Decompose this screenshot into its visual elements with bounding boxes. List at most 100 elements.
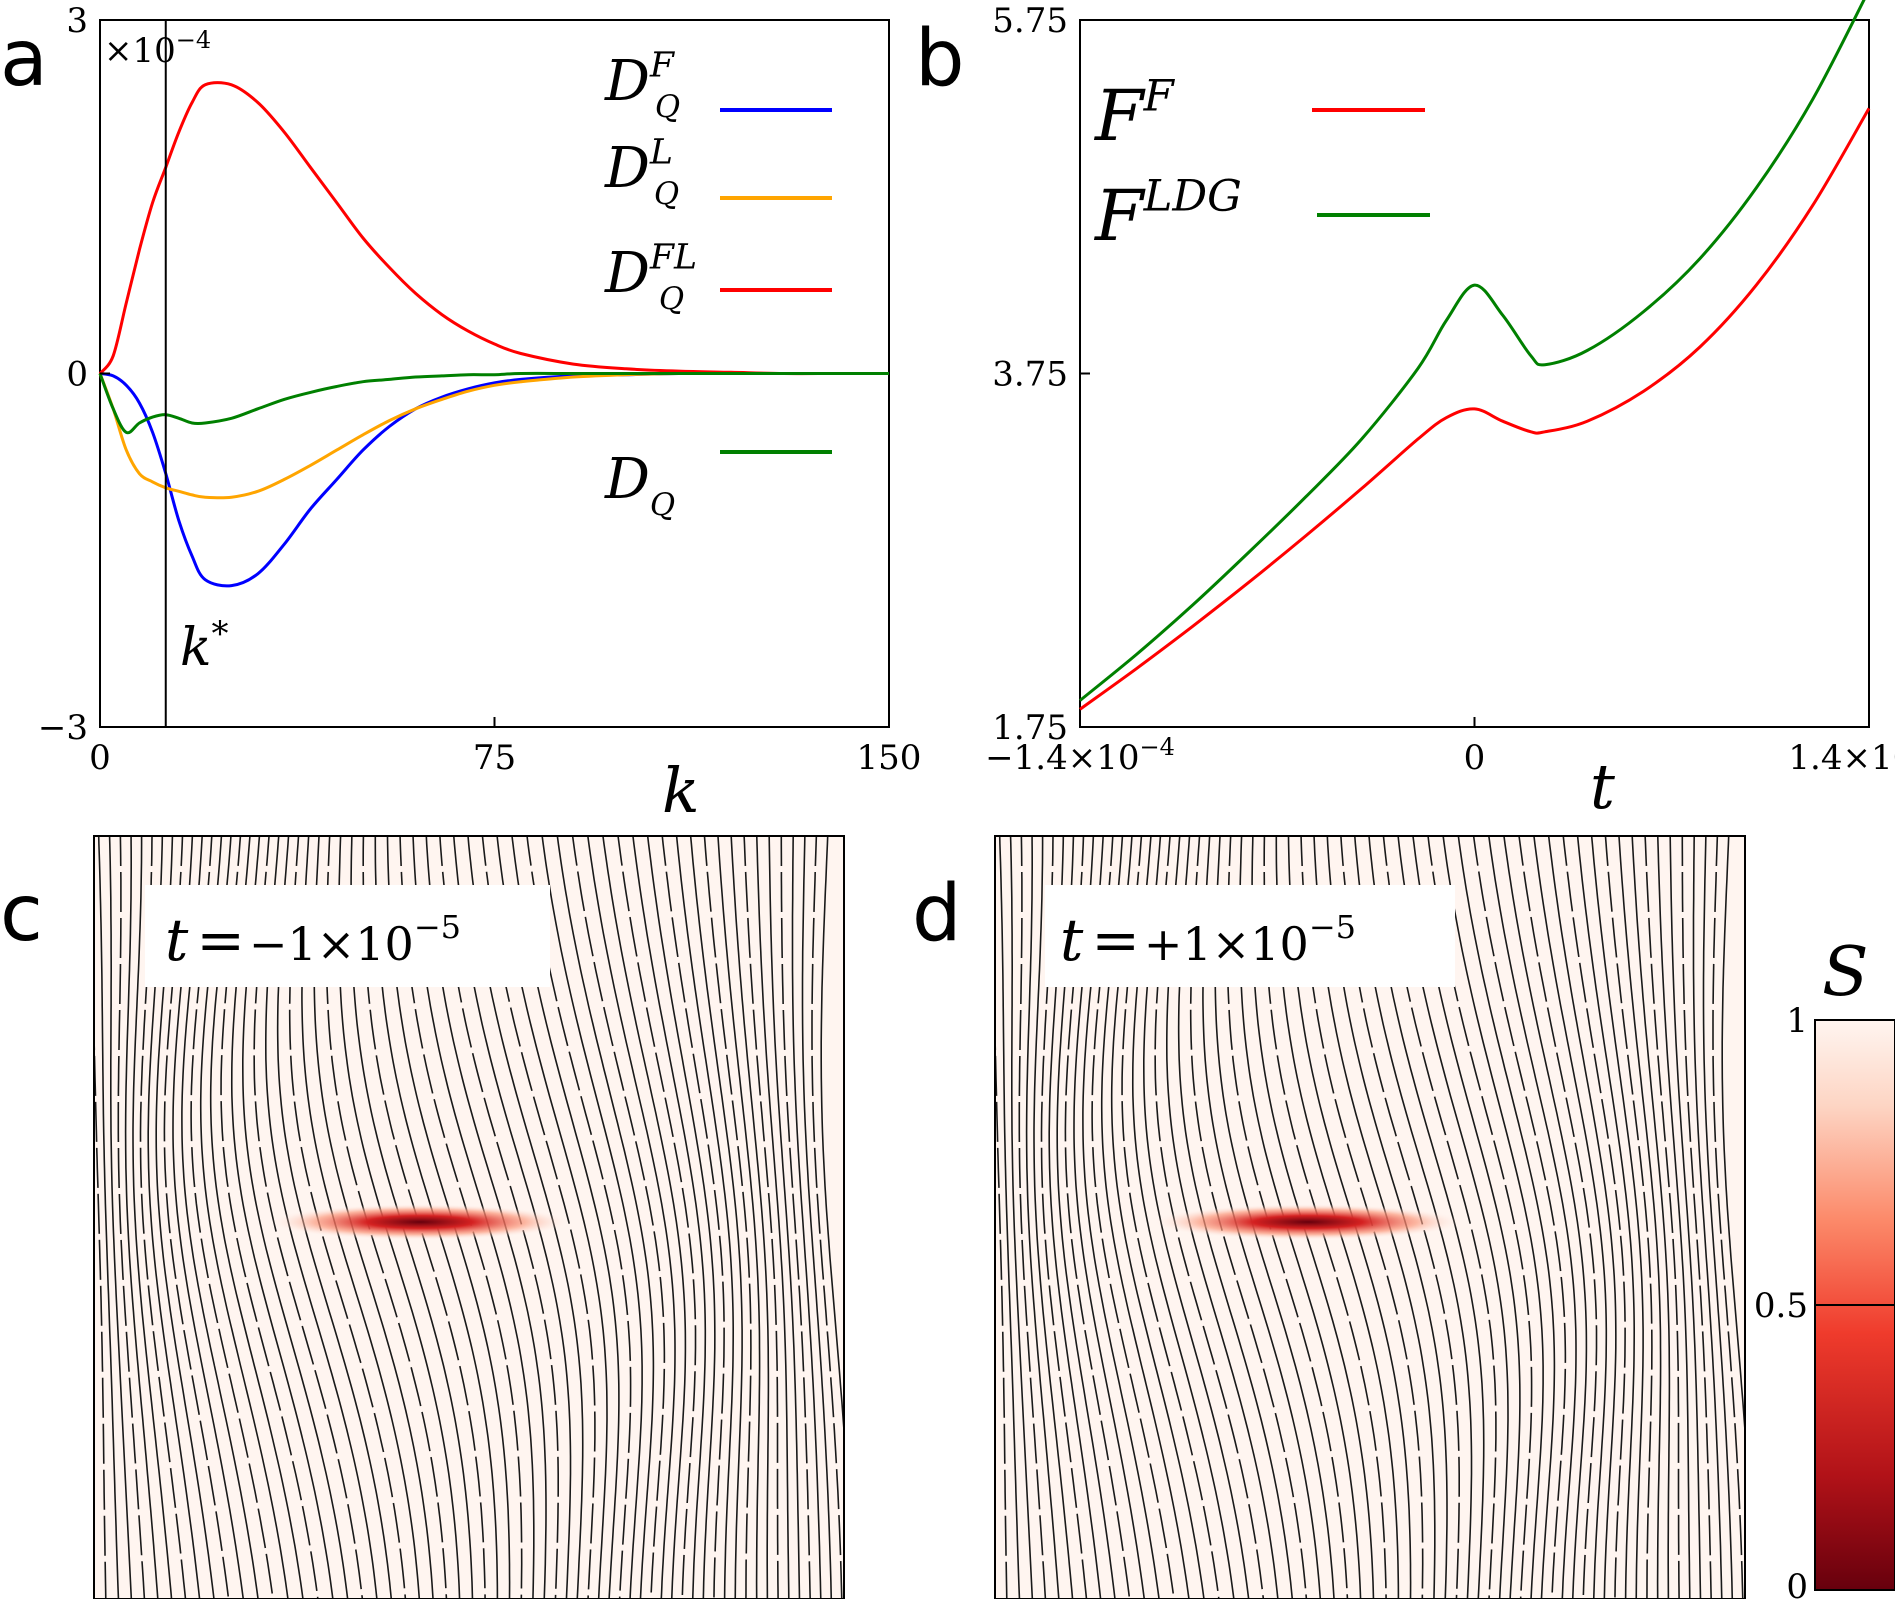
panel-d-defect: [1153, 1204, 1463, 1240]
streamline: [587, 836, 676, 1599]
streamline: [1618, 836, 1662, 1599]
panel-c-frame: [93, 835, 845, 1599]
streamline: [1488, 836, 1577, 1599]
series-line-dfl: [98, 81, 889, 376]
streamline: [768, 836, 801, 1599]
streamline: [1533, 836, 1608, 1599]
y-tick-label: 0: [66, 355, 88, 395]
streamline: [1681, 836, 1712, 1599]
x-tick-label: 75: [473, 738, 516, 778]
legend-label-dl: DL Q: [604, 132, 679, 211]
y-tick-label: 3.75: [992, 355, 1068, 395]
panel-c-label-box: [145, 885, 550, 987]
streamline: [632, 836, 707, 1599]
streamline: [97, 836, 120, 1599]
streamline: [661, 836, 725, 1599]
legend-label-df: DF Q: [604, 45, 680, 124]
streamline: [820, 836, 844, 1443]
panel-b-series-group: [1079, 0, 1871, 711]
streamline: [108, 836, 133, 1599]
series-line-fldg: [1079, 0, 1866, 702]
streamline: [1669, 836, 1702, 1599]
series-line-dl: [98, 371, 889, 500]
streamline: [1018, 836, 1047, 1599]
panel-label-a: a: [0, 14, 48, 104]
streamline: [1503, 836, 1588, 1599]
panel-d-label-box: [1045, 885, 1455, 987]
streamline: [1721, 836, 1745, 1443]
panel-a-series-group: [98, 20, 889, 727]
streamline: [780, 836, 811, 1599]
streamline: [571, 836, 666, 1599]
streamline: [1712, 836, 1744, 1599]
streamline: [1702, 836, 1734, 1599]
y-tick-label: 1.75: [992, 708, 1068, 748]
legend-label-d: DQ: [604, 447, 675, 523]
streamline: [1518, 836, 1598, 1599]
panel-d-frame: [994, 835, 1746, 1599]
streamline: [132, 836, 173, 1599]
streamline: [998, 836, 1021, 1599]
x-tick-label: 0: [1464, 738, 1486, 778]
panel-c-time-label: t =−1×10−5: [165, 906, 461, 974]
streamline: [1472, 836, 1567, 1599]
streamline: [801, 836, 833, 1599]
streamline: [755, 836, 790, 1599]
panel-label-d: d: [912, 869, 962, 959]
panel-a-y-multiplier: ×10−4: [104, 26, 211, 71]
colorbar-tick-0-5: 0.5: [1754, 1286, 1808, 1326]
panel-label-b: b: [915, 14, 965, 104]
streamline: [1547, 836, 1617, 1599]
colorbar-tick-1: 1: [1786, 1001, 1808, 1041]
streamline: [1457, 836, 1556, 1599]
streamline: [646, 836, 716, 1599]
y-tick-label: −3: [38, 708, 88, 748]
legend-label-ff: FF: [1093, 72, 1176, 157]
streamline: [1576, 836, 1635, 1599]
panel-d-time-label: t =+1×10−5: [1060, 906, 1356, 974]
series-line-df: [99, 371, 889, 588]
legend-label-fldg: FLDG: [1093, 172, 1242, 257]
streamline: [1590, 836, 1644, 1599]
streamline: [811, 836, 843, 1599]
streamline: [995, 1002, 1008, 1599]
streamline: [717, 836, 761, 1599]
streamline: [730, 836, 770, 1599]
series-line-ff: [1079, 107, 1871, 711]
streamline: [1009, 836, 1034, 1599]
panel-c-director-field: t =−1×10−5: [93, 835, 845, 1599]
panel-a-legend: DF Q DL Q DFL Q DQ: [604, 45, 832, 523]
panel-a-x-axis-label: k: [662, 754, 700, 827]
colorbar: S 1 0.5 0: [1754, 933, 1895, 1599]
streamline: [675, 836, 735, 1599]
streamline: [1656, 836, 1691, 1599]
streamline: [124, 836, 159, 1599]
streamline: [1562, 836, 1626, 1599]
streamline: [117, 836, 146, 1599]
streamline: [1033, 836, 1074, 1599]
streamline: [556, 836, 655, 1599]
x-tick-label: 1.4×10−4: [1788, 733, 1895, 778]
x-tick-label: 150: [857, 738, 922, 778]
streamline: [94, 1002, 107, 1599]
x-tick-label: 0: [89, 738, 111, 778]
series-line-d: [98, 371, 889, 435]
y-tick-label: 3: [66, 1, 88, 41]
streamline: [689, 836, 743, 1599]
streamline: [617, 836, 697, 1599]
streamline: [1604, 836, 1653, 1599]
streamline: [541, 836, 643, 1599]
panel-d-director-field: t =+1×10−5: [994, 835, 1746, 1599]
streamline: [791, 836, 822, 1599]
streamline: [602, 836, 687, 1599]
colorbar-label: S: [1822, 933, 1869, 1012]
colorbar-tick-0: 0: [1786, 1567, 1808, 1599]
streamline: [1025, 836, 1060, 1599]
streamline: [703, 836, 752, 1599]
panel-label-c: c: [0, 869, 43, 959]
streamline: [1644, 836, 1680, 1599]
panel-c-defect: [270, 1204, 570, 1240]
